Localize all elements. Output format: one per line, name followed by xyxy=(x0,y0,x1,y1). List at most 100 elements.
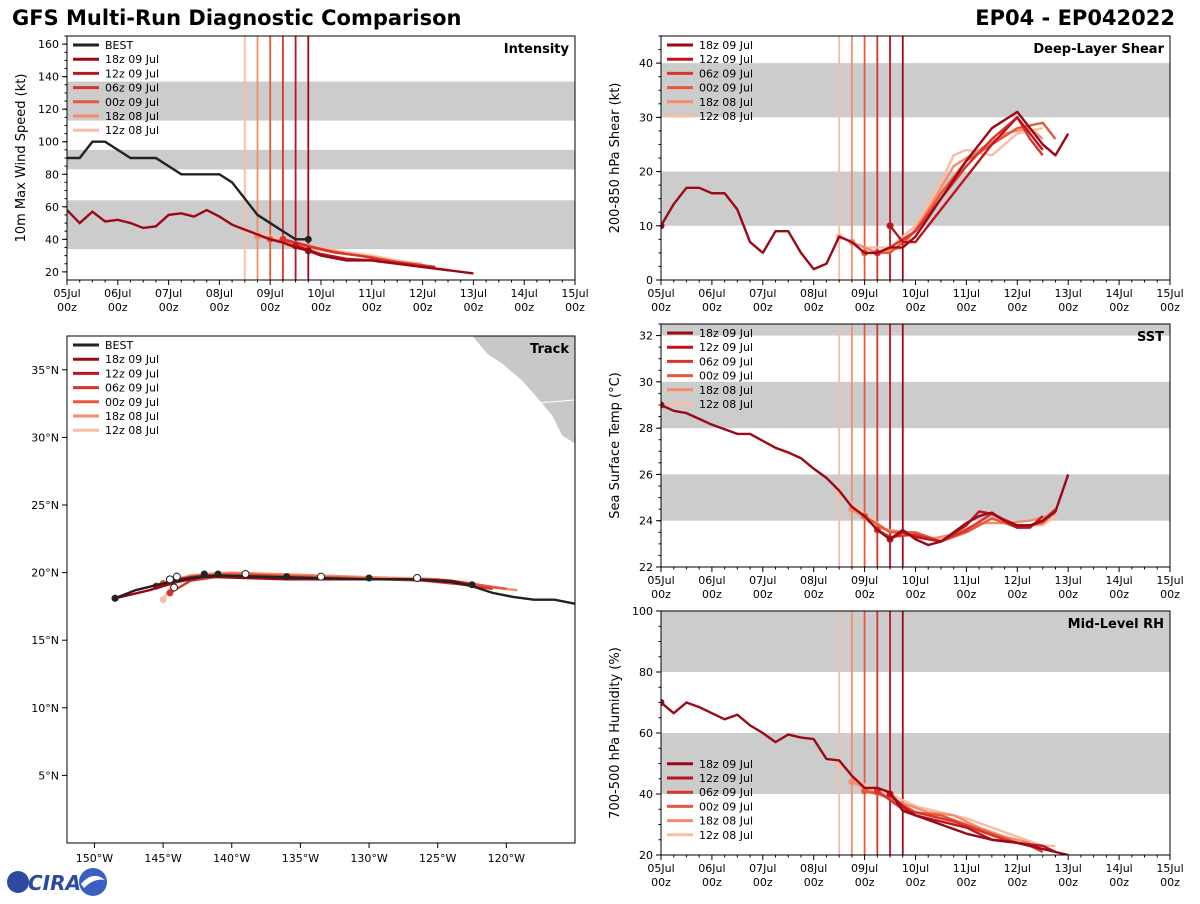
y-axis-label: 10m Max Wind Speed (kt) xyxy=(14,74,29,243)
legend-label: 12z 08 Jul xyxy=(105,124,159,137)
x-tick-label-hour: 00z xyxy=(957,588,977,601)
series-point xyxy=(661,222,665,230)
x-tick-label-day: 05Jul xyxy=(647,574,674,587)
x-tick-label-hour: 00z xyxy=(702,301,722,314)
x-tick-label-hour: 00z xyxy=(1109,588,1129,601)
x-tick-label-day: 08Jul xyxy=(800,574,827,587)
x-tick-label: 130°W xyxy=(350,852,387,865)
land-mass xyxy=(471,336,575,445)
y-tick-label: 60 xyxy=(45,201,59,214)
threshold-band xyxy=(661,324,1170,336)
plot-area-shear xyxy=(661,36,1170,280)
x-tick-label-day: 14Jul xyxy=(511,287,538,300)
legend-label: 18z 09 Jul xyxy=(699,39,753,52)
legend-label: 18z 09 Jul xyxy=(699,758,753,771)
best-track-line xyxy=(114,574,575,605)
legend-label: 00z 09 Jul xyxy=(699,82,753,95)
x-tick-label-hour: 00z xyxy=(651,588,671,601)
series-point xyxy=(159,596,167,604)
x-tick-label-hour: 00z xyxy=(651,301,671,314)
legend-label: 18z 08 Jul xyxy=(699,384,753,397)
x-tick-label-day: 06Jul xyxy=(698,287,725,300)
threshold-band xyxy=(661,171,1170,226)
threshold-band xyxy=(67,81,575,121)
x-tick-label: 150°W xyxy=(76,852,113,865)
x-tick-label-hour: 00z xyxy=(1058,301,1078,314)
x-tick-label: 145°W xyxy=(144,852,181,865)
y-tick-label: 30 xyxy=(639,111,653,124)
plot-area-rh xyxy=(661,611,1170,855)
y-tick-label: 140 xyxy=(38,71,59,84)
x-tick-label-hour: 00z xyxy=(1160,876,1180,889)
x-tick-label-day: 12Jul xyxy=(1004,862,1031,875)
best-point xyxy=(111,594,119,602)
best-halfday-marker xyxy=(413,574,422,583)
best-day-marker xyxy=(200,570,208,578)
series-line xyxy=(244,228,423,265)
legend-label: 18z 08 Jul xyxy=(105,110,159,123)
threshold-band xyxy=(661,611,1170,672)
x-tick-label-hour: 00z xyxy=(57,301,77,314)
x-tick-label-hour: 00z xyxy=(210,301,230,314)
legend-label: 12z 08 Jul xyxy=(699,398,753,411)
series-line xyxy=(661,701,1069,855)
x-tick-label-hour: 00z xyxy=(702,876,722,889)
series-line xyxy=(307,249,474,275)
x-tick-label-day: 05Jul xyxy=(53,287,80,300)
x-tick-label-hour: 00z xyxy=(1007,876,1027,889)
y-tick-label: 20 xyxy=(639,166,653,179)
x-tick-label-hour: 00z xyxy=(906,301,926,314)
legend-label: 06z 09 Jul xyxy=(699,355,753,368)
x-tick-label-day: 10Jul xyxy=(902,862,929,875)
legend-label: 00z 09 Jul xyxy=(105,396,159,409)
x-tick-label-hour: 00z xyxy=(413,301,433,314)
y-tick-label: 30°N xyxy=(31,431,59,444)
series-point xyxy=(304,247,312,255)
x-tick-label-hour: 00z xyxy=(855,588,875,601)
x-tick-label-day: 12Jul xyxy=(409,287,436,300)
series-line xyxy=(282,238,436,269)
best-halfday-marker xyxy=(241,569,250,578)
x-tick-label-day: 10Jul xyxy=(902,574,929,587)
y-tick-label: 20°N xyxy=(31,567,59,580)
y-tick-label: 10°N xyxy=(31,702,59,715)
page-title: GFS Multi-Run Diagnostic Comparison xyxy=(12,6,462,30)
x-tick-label-hour: 00z xyxy=(362,301,382,314)
border-line xyxy=(536,399,575,404)
y-tick-label: 20 xyxy=(639,849,653,862)
legend-label: 12z 09 Jul xyxy=(105,367,159,380)
x-tick-label-hour: 00z xyxy=(311,301,331,314)
series-point xyxy=(848,778,856,786)
threshold-band xyxy=(67,200,575,250)
x-tick-label-hour: 00z xyxy=(464,301,484,314)
best-halfday-marker xyxy=(165,575,174,584)
x-tick-label-hour: 00z xyxy=(159,301,179,314)
x-tick-label-day: 08Jul xyxy=(800,287,827,300)
x-tick-label-day: 07Jul xyxy=(749,574,776,587)
legend-label: BEST xyxy=(105,339,133,352)
x-tick-label-day: 05Jul xyxy=(647,862,674,875)
x-tick-label-hour: 00z xyxy=(1058,588,1078,601)
x-tick-label-hour: 00z xyxy=(855,301,875,314)
y-tick-label: 10 xyxy=(639,220,653,233)
series-point xyxy=(661,401,665,409)
x-tick-label-hour: 00z xyxy=(260,301,280,314)
legend-label: 06z 09 Jul xyxy=(105,382,159,395)
y-tick-label: 60 xyxy=(639,727,653,740)
series-line-history xyxy=(67,208,309,252)
x-tick-label-hour: 00z xyxy=(753,301,773,314)
legend-label: 18z 08 Jul xyxy=(699,815,753,828)
x-tick-label-day: 07Jul xyxy=(749,862,776,875)
series-point xyxy=(166,589,174,597)
x-tick-label-hour: 00z xyxy=(906,588,926,601)
y-axis-label: Sea Surface Temp (°C) xyxy=(608,372,623,519)
plot-area-track xyxy=(111,336,575,605)
threshold-band xyxy=(661,63,1170,118)
y-tick-label: 100 xyxy=(38,136,59,149)
legend-label: 12z 09 Jul xyxy=(699,341,753,354)
y-tick-label: 120 xyxy=(38,103,59,116)
x-tick-label-hour: 00z xyxy=(514,301,534,314)
